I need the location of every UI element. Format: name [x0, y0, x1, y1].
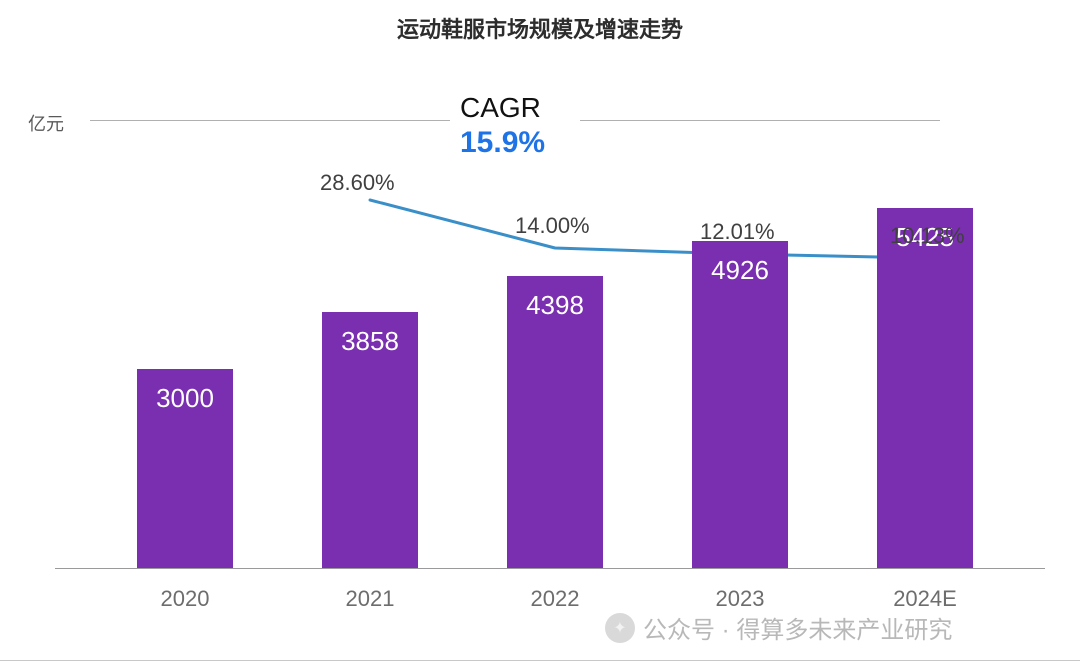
x-axis-label: 2020 — [125, 586, 245, 612]
bar-2021: 3858 — [322, 312, 418, 568]
growth-rate-label: 12.01% — [700, 219, 775, 245]
growth-rate-label: 28.60% — [320, 170, 395, 196]
cagr-line-right — [580, 120, 940, 121]
cagr-value: 15.9% — [460, 126, 545, 160]
growth-rate-label: 14.00% — [515, 213, 590, 239]
bar-2024E: 5425 — [877, 208, 973, 568]
watermark-text: 公众号 · 得算多未来产业研究 — [643, 610, 952, 645]
x-axis-label: 2022 — [495, 586, 615, 612]
cagr-line-left — [90, 120, 450, 121]
x-axis-line — [55, 568, 1045, 569]
y-axis-unit: 亿元 — [28, 110, 64, 136]
wechat-icon: ✦ — [605, 613, 635, 643]
bar-2022: 4398 — [507, 276, 603, 568]
x-axis-label: 2021 — [310, 586, 430, 612]
cagr-label: CAGR — [460, 92, 541, 124]
bar-2023: 4926 — [692, 241, 788, 568]
bar-value-label: 3000 — [137, 383, 233, 414]
bar-value-label: 3858 — [322, 326, 418, 357]
bar-2020: 3000 — [137, 369, 233, 568]
bar-value-label: 4398 — [507, 290, 603, 321]
x-axis-label: 2023 — [680, 586, 800, 612]
x-axis-label: 2024E — [865, 586, 985, 612]
growth-rate-label: 10.13% — [890, 223, 965, 249]
bar-value-label: 4926 — [692, 255, 788, 286]
footer-divider — [0, 660, 1080, 661]
watermark: ✦ 公众号 · 得算多未来产业研究 — [605, 610, 952, 645]
chart-title: 运动鞋服市场规模及增速走势 — [0, 12, 1080, 44]
